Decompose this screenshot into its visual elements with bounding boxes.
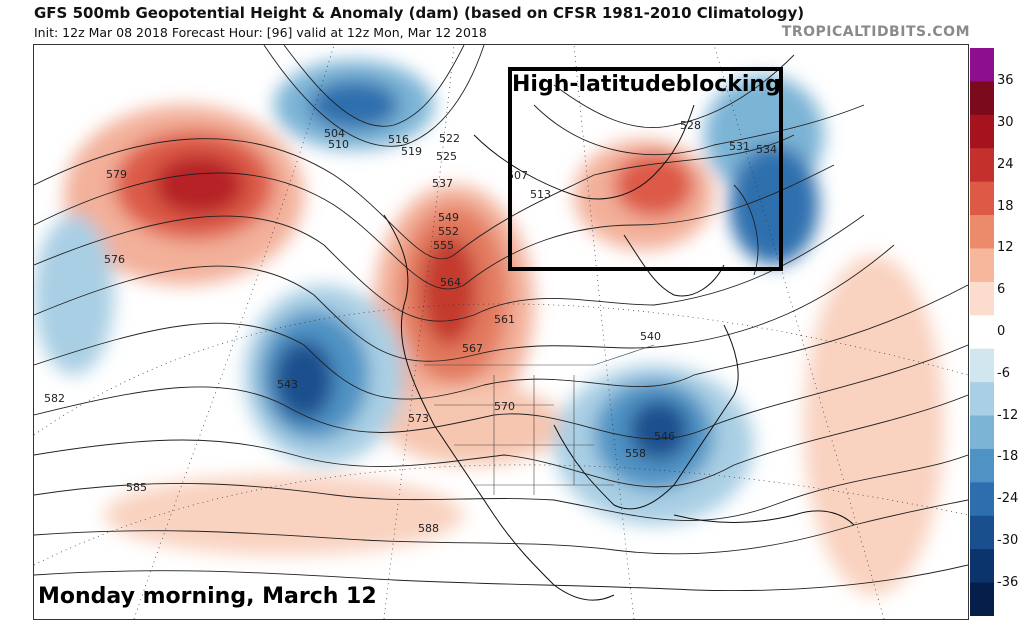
colorbar-swatch [970, 515, 994, 550]
contour-label: 588 [418, 522, 439, 535]
colorbar-swatch [970, 248, 994, 283]
colorbar-swatch [970, 348, 994, 383]
upper-contours [263, 45, 865, 276]
colorbar-swatch [970, 382, 994, 417]
height-contours [34, 134, 968, 592]
contour-label: 582 [44, 392, 65, 405]
colorbar-tick-label: -24 [997, 491, 1019, 507]
contour-label: 516 [388, 133, 409, 146]
colorbar-tick-label: -6 [997, 365, 1010, 381]
colorbar-tick-label: 24 [997, 156, 1014, 172]
contour-label: 507 [507, 169, 528, 182]
colorbar-swatch [970, 415, 994, 450]
colorbar-swatch [970, 148, 994, 183]
contour-label: 504 [324, 127, 345, 140]
contour-label: 564 [440, 276, 461, 289]
colorbar-swatch [970, 482, 994, 517]
map-title: GFS 500mb Geopotential Height & Anomaly … [34, 4, 805, 22]
colorbar-tick-label: 6 [997, 282, 1006, 298]
contour-label: 528 [680, 119, 701, 132]
colorbar-tick-label: -36 [997, 574, 1019, 590]
contour-label: 513 [530, 188, 551, 201]
map-canvas: 504 510 516 519 522 525 528 531 534 537 … [34, 45, 968, 619]
contour-label: 549 [438, 211, 459, 224]
blocking-highlight-box [508, 67, 783, 271]
colorbar-tick-label: -12 [997, 407, 1019, 423]
colorbar-tick-label: 30 [997, 115, 1014, 131]
contour-label: 585 [126, 481, 147, 494]
contour-label: 573 [408, 412, 429, 425]
contour-label: 558 [625, 447, 646, 460]
contour-label: 576 [104, 253, 125, 266]
colorbar-swatch [970, 215, 994, 249]
contour-labels: 504 510 516 519 522 525 528 531 534 537 … [44, 119, 777, 535]
colorbar-swatch [970, 81, 994, 116]
latlon-grid [34, 45, 968, 619]
colorbar-tick-label: -18 [997, 449, 1019, 465]
colorbar-swatch [970, 114, 994, 149]
colorbar-swatch [970, 281, 994, 316]
contour-label: 540 [640, 330, 661, 343]
colorbar-tick-label: 36 [997, 73, 1014, 89]
contour-label: 570 [494, 400, 515, 413]
contour-label: 537 [432, 177, 453, 190]
colorbar-swatch [970, 315, 994, 350]
colorbar-tick-label: 18 [997, 198, 1014, 214]
contour-label: 552 [438, 225, 459, 238]
contour-label: 510 [328, 138, 349, 151]
colorbar-tick-label: 12 [997, 240, 1014, 256]
contour-label: 567 [462, 342, 483, 355]
contour-label: 579 [106, 168, 127, 181]
colorbar-swatch [970, 48, 994, 82]
contour-label: 543 [277, 378, 298, 391]
political-borders [424, 344, 655, 495]
contour-label: 525 [436, 150, 457, 163]
contour-label: 531 [729, 140, 750, 153]
colorbar-swatch [970, 181, 994, 216]
contour-label: 546 [654, 430, 675, 443]
colorbar-swatch [970, 448, 994, 483]
blocking-annotation: High-latitudeblocking [512, 72, 781, 97]
colorbar-swatch [970, 582, 994, 617]
contour-label: 555 [433, 239, 454, 252]
contour-label: 522 [439, 132, 460, 145]
colorbar-tick-label: 0 [997, 324, 1006, 339]
colorbar-swatch [970, 549, 994, 584]
contour-label: 561 [494, 313, 515, 326]
contour-label: 534 [756, 143, 777, 156]
map-subtitle: Init: 12z Mar 08 2018 Forecast Hour: [96… [34, 25, 487, 40]
colorbar-swatches [970, 48, 994, 617]
contour-label: 519 [401, 145, 422, 158]
colorbar-tick-label: -30 [997, 532, 1019, 548]
anomaly-colorbar [970, 48, 994, 617]
coastlines [383, 104, 855, 601]
map-panel: 504 510 516 519 522 525 528 531 534 537 … [33, 44, 969, 620]
date-caption: Monday morning, March 12 [38, 584, 377, 609]
brand-watermark: TROPICALTIDBITS.COM [781, 24, 970, 40]
